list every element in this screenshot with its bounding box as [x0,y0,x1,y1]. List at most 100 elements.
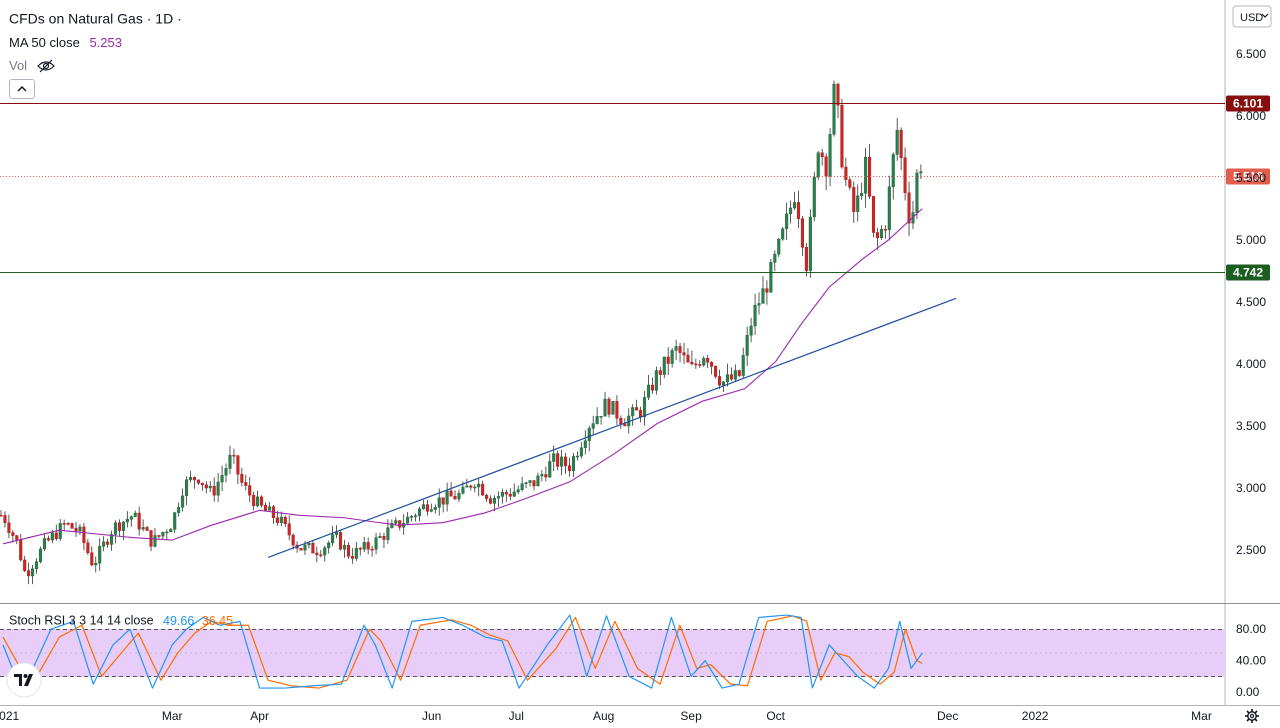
candle-body [390,523,394,529]
candle-body [153,535,157,547]
candle-body [216,481,220,496]
candle-body [117,522,121,531]
candle-body [591,423,595,429]
support-price-tag [1226,264,1270,281]
candle-body [579,447,583,457]
candle-body [575,455,579,458]
candle-body [698,364,702,366]
candle-body [125,519,129,523]
axes-layer: 6.500 6.000 5.500 5.000 4.500 4.000 3.500 3.000… [0,47,1266,723]
vol-legend[interactable]: Vol [9,57,55,73]
candle-body [564,456,568,467]
candle-body [599,415,603,418]
candle-body [86,542,90,554]
candle-body [78,526,82,532]
candle-body [895,129,899,155]
candle-body [646,384,651,398]
candle-body [804,246,808,271]
candle-body [492,497,497,504]
candle-body [642,397,647,418]
price-tick-label: 5.500 [1236,171,1266,185]
candle-body [449,490,453,497]
candle-body [263,505,268,511]
candle-body [670,350,674,364]
time-tick-label: 2021 [0,709,19,723]
currency-button[interactable]: USD [1232,5,1272,28]
candle-body [70,523,74,529]
candle-body [208,485,212,489]
candle-body [717,376,722,386]
ma-label: MA 50 close [9,35,80,51]
candle-body [524,482,528,484]
candle-body [678,346,682,353]
candle-body [386,527,390,540]
candle-body [27,570,31,577]
chevron-up-icon [17,85,27,92]
price-tick-label: 6.500 [1236,47,1266,61]
stoch-legend[interactable]: Stoch RSI 3 3 14 14 close 49.66 36.45 [9,613,233,628]
candle-body [714,366,718,377]
candle-body [354,547,358,559]
support-price-label: 4.742 [1233,266,1263,280]
gear-icon[interactable] [1245,709,1259,723]
candle-body [378,535,382,538]
levels-layer[interactable]: 6.101 4.742 5.518 [0,95,1270,559]
candle-body [812,176,816,218]
symbol-legend[interactable]: CFDs on Natural Gas · 1D · [9,9,182,26]
candle-body [496,496,500,499]
candle-body [129,516,133,520]
candle-body [94,562,98,566]
candle-body [335,532,339,535]
candle-body [362,542,366,550]
candle-body [291,534,295,546]
candle-body [639,409,643,418]
candle-body [240,474,244,483]
candle-body [694,363,698,366]
candle-body [323,547,327,556]
candle-body [212,485,216,496]
candle-body [662,356,666,375]
candle-body [741,355,745,376]
candle-body [441,497,445,505]
candle-body [11,532,15,536]
candle-body [540,474,544,477]
candle-body [338,532,343,550]
stoch-k-value: 49.66 [163,613,195,628]
time-tick-label: 2022 [1022,709,1049,723]
candle-body [792,202,797,209]
candle-body [919,171,923,174]
trendline[interactable] [267,297,957,559]
candle-body [260,496,264,506]
candle-body [789,207,793,215]
candle-body [113,522,118,535]
candle-body [90,552,94,566]
resistance-price-tag [1226,95,1270,112]
candle-body [583,440,587,448]
candle-body [303,544,307,551]
candle-body [702,357,706,366]
candle-body [145,527,149,531]
candle-body [619,417,623,425]
stoch-series [2,614,923,689]
candle-body [161,532,165,537]
time-tick-label: Mar [162,709,183,723]
candle-body [883,229,887,231]
collapse-legend-button[interactable] [9,79,35,99]
candle-body [654,370,658,391]
candle-body [777,238,781,255]
candle-body [256,496,260,507]
candle-body [852,187,856,212]
candle-body [552,453,556,462]
price-tick-label: 3.000 [1236,481,1266,495]
price-tick-label: 5.000 [1236,233,1266,247]
candle-body [327,542,331,549]
eye-off-icon[interactable] [36,59,55,73]
tradingview-logo[interactable] [6,662,42,698]
candle-body [508,493,512,497]
candle-body [7,522,11,533]
candle-body [279,516,283,523]
candle-body [832,83,836,135]
ma-legend[interactable]: MA 50 close 5.253 [9,34,122,50]
